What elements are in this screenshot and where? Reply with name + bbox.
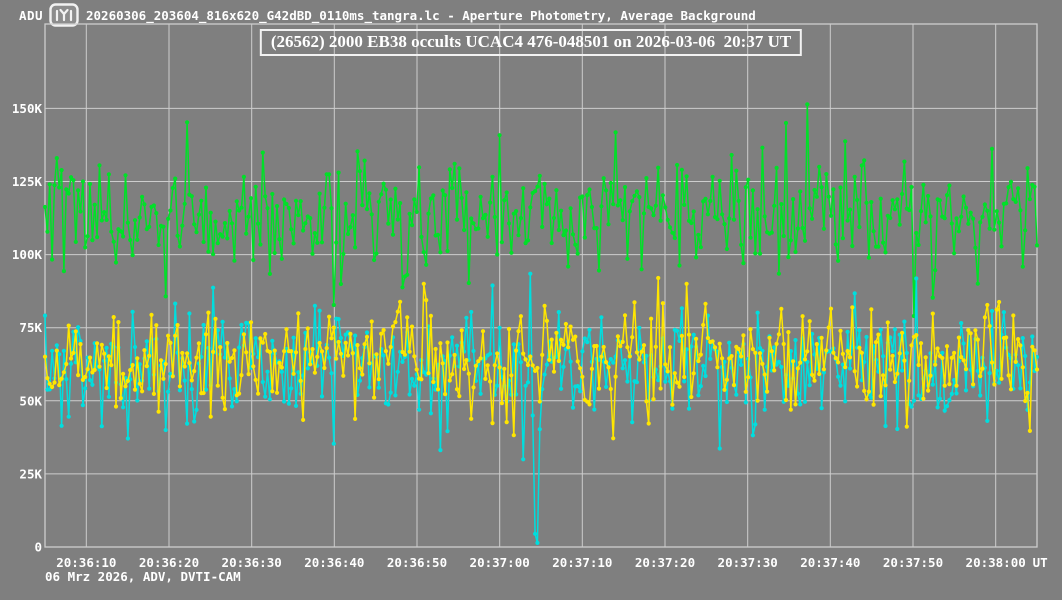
grid-lines bbox=[45, 24, 1037, 547]
cyan-series-line bbox=[44, 273, 1038, 544]
green-series bbox=[42, 102, 1040, 319]
y-axis-unit-label: ADU bbox=[19, 8, 44, 23]
cyan-series-points bbox=[42, 271, 1040, 546]
x-tick-label: 20:36:30 bbox=[222, 555, 282, 570]
plot-header: 20260306_203604_816x620_G42dBD_0110ms_ta… bbox=[49, 2, 756, 28]
y-tick-label: 0 bbox=[34, 540, 42, 555]
x-axis-unit-label: UT bbox=[1033, 555, 1048, 570]
x-tick-label: 20:36:10 bbox=[56, 555, 116, 570]
x-tick-label: 20:36:20 bbox=[139, 555, 199, 570]
x-tick-label: 20:37:00 bbox=[470, 555, 530, 570]
green-series-points bbox=[42, 102, 1040, 319]
y-tick-label: 75K bbox=[19, 320, 42, 335]
x-axis-tick-labels: 20:36:10 20:36:20 20:36:30 20:36:40 20:36:50… bbox=[56, 555, 1048, 570]
x-tick-label: 20:36:40 bbox=[304, 555, 364, 570]
occultation-title-box: (26562) 2000 EB38 occults UCAC4 476-0485… bbox=[259, 29, 803, 56]
y-tick-label: 100K bbox=[12, 247, 43, 262]
x-tick-label: 20:38:00 bbox=[966, 555, 1026, 570]
yellow-series-line bbox=[44, 277, 1038, 439]
yellow-series bbox=[42, 275, 1040, 441]
plot-border bbox=[44, 23, 1038, 548]
x-tick-label: 20:37:50 bbox=[883, 555, 943, 570]
x-tick-label: 20:37:20 bbox=[635, 555, 695, 570]
tangra-logo-icon bbox=[49, 3, 79, 27]
x-tick-label: 20:37:10 bbox=[552, 555, 612, 570]
y-tick-label: 125K bbox=[12, 174, 43, 189]
x-tick-label: 20:37:40 bbox=[800, 555, 860, 570]
y-tick-label: 25K bbox=[19, 466, 42, 481]
lightcurve-file-title: 20260306_203604_816x620_G42dBD_0110ms_ta… bbox=[86, 7, 756, 23]
yellow-series-points bbox=[42, 275, 1040, 441]
green-series-line bbox=[44, 104, 1038, 317]
x-tick-label: 20:37:30 bbox=[718, 555, 778, 570]
cyan-series bbox=[42, 271, 1040, 546]
y-tick-label: 150K bbox=[12, 101, 43, 116]
observation-info-label: 06 Mrz 2026, ADV, DVTI-CAM bbox=[45, 569, 241, 584]
y-tick-label: 50K bbox=[19, 393, 42, 408]
x-tick-label: 20:36:50 bbox=[387, 555, 447, 570]
y-axis-tick-labels: 0 25K 50K 75K 100K 125K 150K bbox=[12, 101, 43, 555]
